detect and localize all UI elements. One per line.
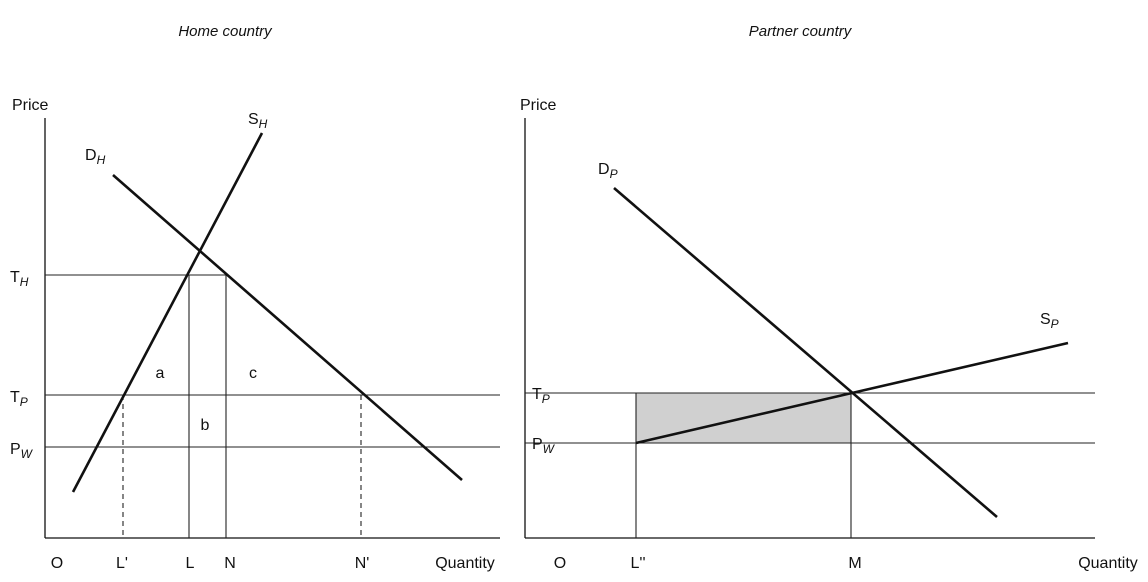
quantity-label: N' xyxy=(355,555,370,572)
demand-curve xyxy=(613,187,998,518)
quantity-label: L' xyxy=(116,555,128,572)
panel-title: Partner country xyxy=(749,23,853,40)
curve-label: SH xyxy=(248,111,268,131)
curve-label: SP xyxy=(1040,311,1059,331)
demand-curve xyxy=(112,174,463,481)
origin-label: O xyxy=(51,555,63,572)
supply-curve xyxy=(635,341,1069,445)
curve-label: DP xyxy=(598,161,618,181)
quantity-label: L'' xyxy=(630,555,645,572)
price-label: TP xyxy=(532,386,550,406)
x-axis-label: Quantity xyxy=(435,555,495,572)
partner-panel: Partner country Price DP SP TP PW O L'' … xyxy=(520,23,1138,572)
quantity-label: N xyxy=(224,555,236,572)
price-label: TP xyxy=(10,389,28,409)
area-label: a xyxy=(156,365,165,382)
supply-curve xyxy=(71,132,264,493)
home-panel: Home country Price DH SH TH TP PW a b c … xyxy=(10,23,500,572)
area-label: c xyxy=(249,365,257,382)
panel-title: Home country xyxy=(178,23,273,40)
origin-label: O xyxy=(554,555,566,572)
x-axis-label: Quantity xyxy=(1078,555,1138,572)
quantity-label: M xyxy=(848,555,861,572)
y-axis-label: Price xyxy=(12,97,49,114)
area-label: b xyxy=(201,417,210,434)
price-label: PW xyxy=(532,436,556,456)
price-label: PW xyxy=(10,441,34,461)
y-axis-label: Price xyxy=(520,97,557,114)
quantity-label: L xyxy=(186,555,195,572)
curve-label: DH xyxy=(85,147,106,167)
price-label: TH xyxy=(10,269,29,289)
